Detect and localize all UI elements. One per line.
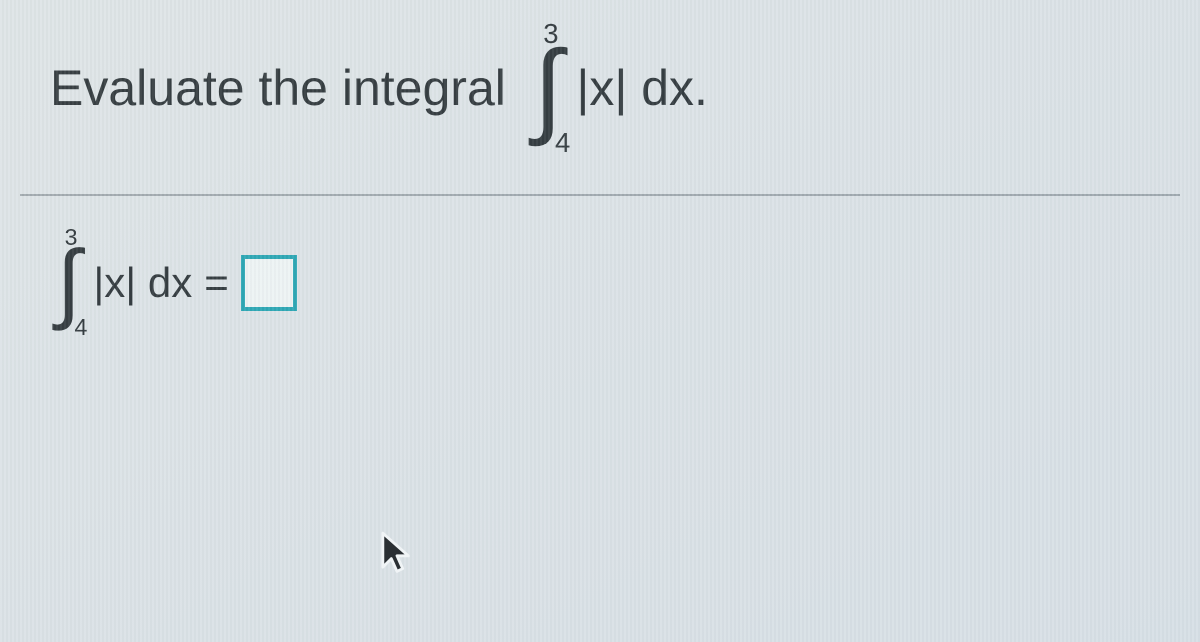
integral-lower-limit: − 4 xyxy=(55,316,88,339)
prompt-text: Evaluate the integral xyxy=(50,61,506,116)
answer-area: 3 ∫ − 4 |x| dx = xyxy=(0,196,1200,349)
prompt-row: Evaluate the integral 3 ∫ − 4 |x| dx. xyxy=(50,20,1160,156)
integral-symbol-block: 3 ∫ − 4 xyxy=(50,226,87,339)
cursor-icon xyxy=(380,530,414,576)
integral-sign-icon: ∫ xyxy=(57,245,81,320)
integral-lower-limit: − 4 xyxy=(531,129,570,157)
question-area: Evaluate the integral 3 ∫ − 4 |x| dx. xyxy=(0,0,1200,166)
integrand: |x| dx xyxy=(93,259,192,307)
equals-sign: = xyxy=(204,259,229,307)
integral-symbol-block: 3 ∫ − 4 xyxy=(526,20,571,156)
integrand: |x| dx. xyxy=(576,59,708,117)
integral-sign-icon: ∫ xyxy=(534,44,563,133)
answer-input[interactable] xyxy=(241,255,297,311)
answer-integral: 3 ∫ − 4 |x| dx xyxy=(50,226,192,339)
prompt-integral: 3 ∫ − 4 |x| dx. xyxy=(526,20,708,156)
